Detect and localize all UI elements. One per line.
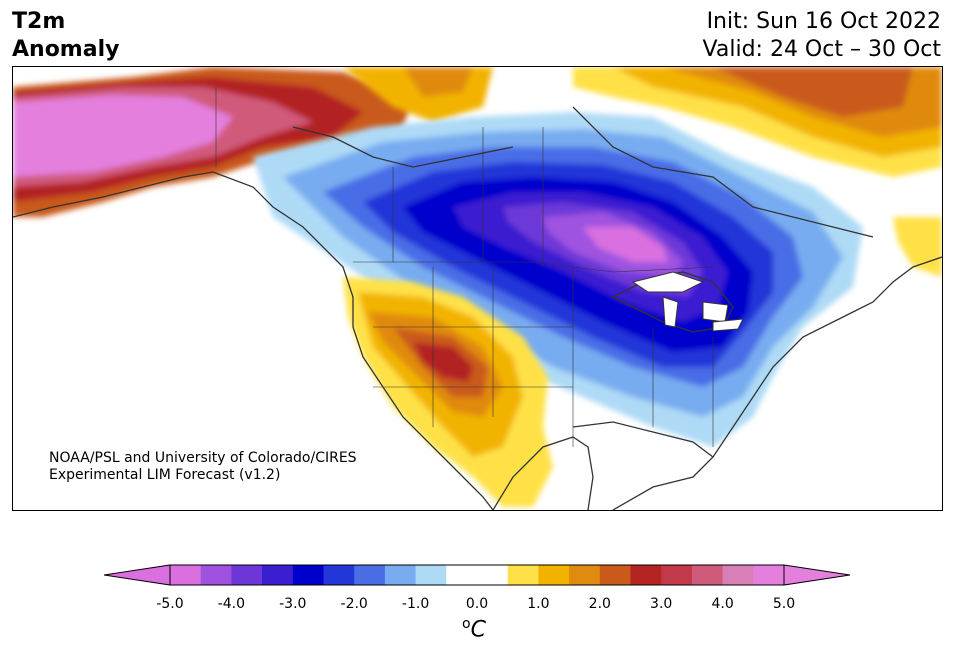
- colorbar: [103, 560, 851, 594]
- unit-base: C: [470, 617, 486, 643]
- political-borders: [215, 87, 714, 447]
- colorbar-swatch: [231, 565, 263, 585]
- great-lakes: [631, 271, 744, 332]
- title-line-2: Anomaly: [12, 37, 120, 62]
- colorbar-swatch: [354, 565, 386, 585]
- colorbar-swatch: [630, 565, 662, 585]
- colorbar-swatch: [292, 565, 324, 585]
- credit-text: NOAA/PSL and University of Colorado/CIRE…: [49, 450, 357, 484]
- valid-range: Valid: 24 Oct – 30 Oct: [702, 37, 941, 62]
- colorbar-tick-label: 5.0: [772, 596, 796, 612]
- colorbar-tick-label: 3.0: [650, 596, 673, 612]
- colorbar-tick-label: -3.0: [279, 596, 307, 612]
- anomaly-map: [12, 66, 943, 511]
- colorbar-swatch: [446, 565, 478, 585]
- unit-prefix: o: [462, 616, 471, 632]
- colorbar-extend-high: [783, 564, 851, 586]
- colorbar-swatch: [599, 565, 631, 585]
- credit-line-1: NOAA/PSL and University of Colorado/CIRE…: [49, 450, 357, 466]
- colorbar-swatch: [722, 565, 754, 585]
- map-title: T2m Anomaly: [12, 8, 119, 64]
- map-canvas: [13, 67, 942, 510]
- colorbar-swatch: [661, 565, 693, 585]
- colorbar-tick-label: 0.0: [465, 596, 489, 612]
- credit-line-2: Experimental LIM Forecast (v1.2): [49, 467, 281, 483]
- colorbar-svg: [103, 564, 851, 586]
- colorbar-swatch: [507, 565, 539, 585]
- colorbar-ticks: -5.0 -4.0 -3.0 -2.0 -1.0 0.0 1.0 2.0 3.0 4.0 5.0: [0, 596, 953, 616]
- colorbar-frame: [169, 564, 785, 586]
- colorbar-swatch: [477, 565, 509, 585]
- colorbar-tick-label: -2.0: [340, 596, 368, 612]
- northern-canada-warm: [343, 67, 942, 277]
- colorbar-swatch: [538, 565, 570, 585]
- colorbar-swatch: [323, 565, 355, 585]
- colorbar-unit: oC: [462, 616, 486, 642]
- colorbar-tick-label: -5.0: [156, 596, 184, 612]
- init-date: Init: Sun 16 Oct 2022: [706, 9, 941, 34]
- southwest-warm-anomaly: [343, 277, 553, 507]
- colorbar-tick-label: -4.0: [217, 596, 246, 612]
- colorbar-swatch: [691, 565, 724, 585]
- colorbar-tick-label: -1.0: [401, 596, 430, 612]
- alaska-warm-anomaly: [13, 67, 413, 217]
- colorbar-extend-low: [103, 564, 171, 586]
- title-line-1: T2m: [12, 9, 66, 34]
- colorbar-tick-label: 2.0: [588, 596, 611, 612]
- colorbar-swatch: [200, 565, 232, 585]
- colorbar-swatch: [384, 565, 417, 585]
- colorbar-swatch: [415, 565, 447, 585]
- colorbar-swatch: [753, 565, 785, 585]
- colorbar-swatch: [262, 565, 294, 585]
- colorbar-swatch: [170, 565, 202, 585]
- colorbar-tick-label: 4.0: [711, 596, 734, 612]
- colorbar-tick-label: 1.0: [527, 596, 550, 612]
- colorbar-swatch: [569, 565, 601, 585]
- forecast-dates: Init: Sun 16 Oct 2022 Valid: 24 Oct – 30…: [703, 8, 941, 64]
- coastlines: [13, 106, 942, 510]
